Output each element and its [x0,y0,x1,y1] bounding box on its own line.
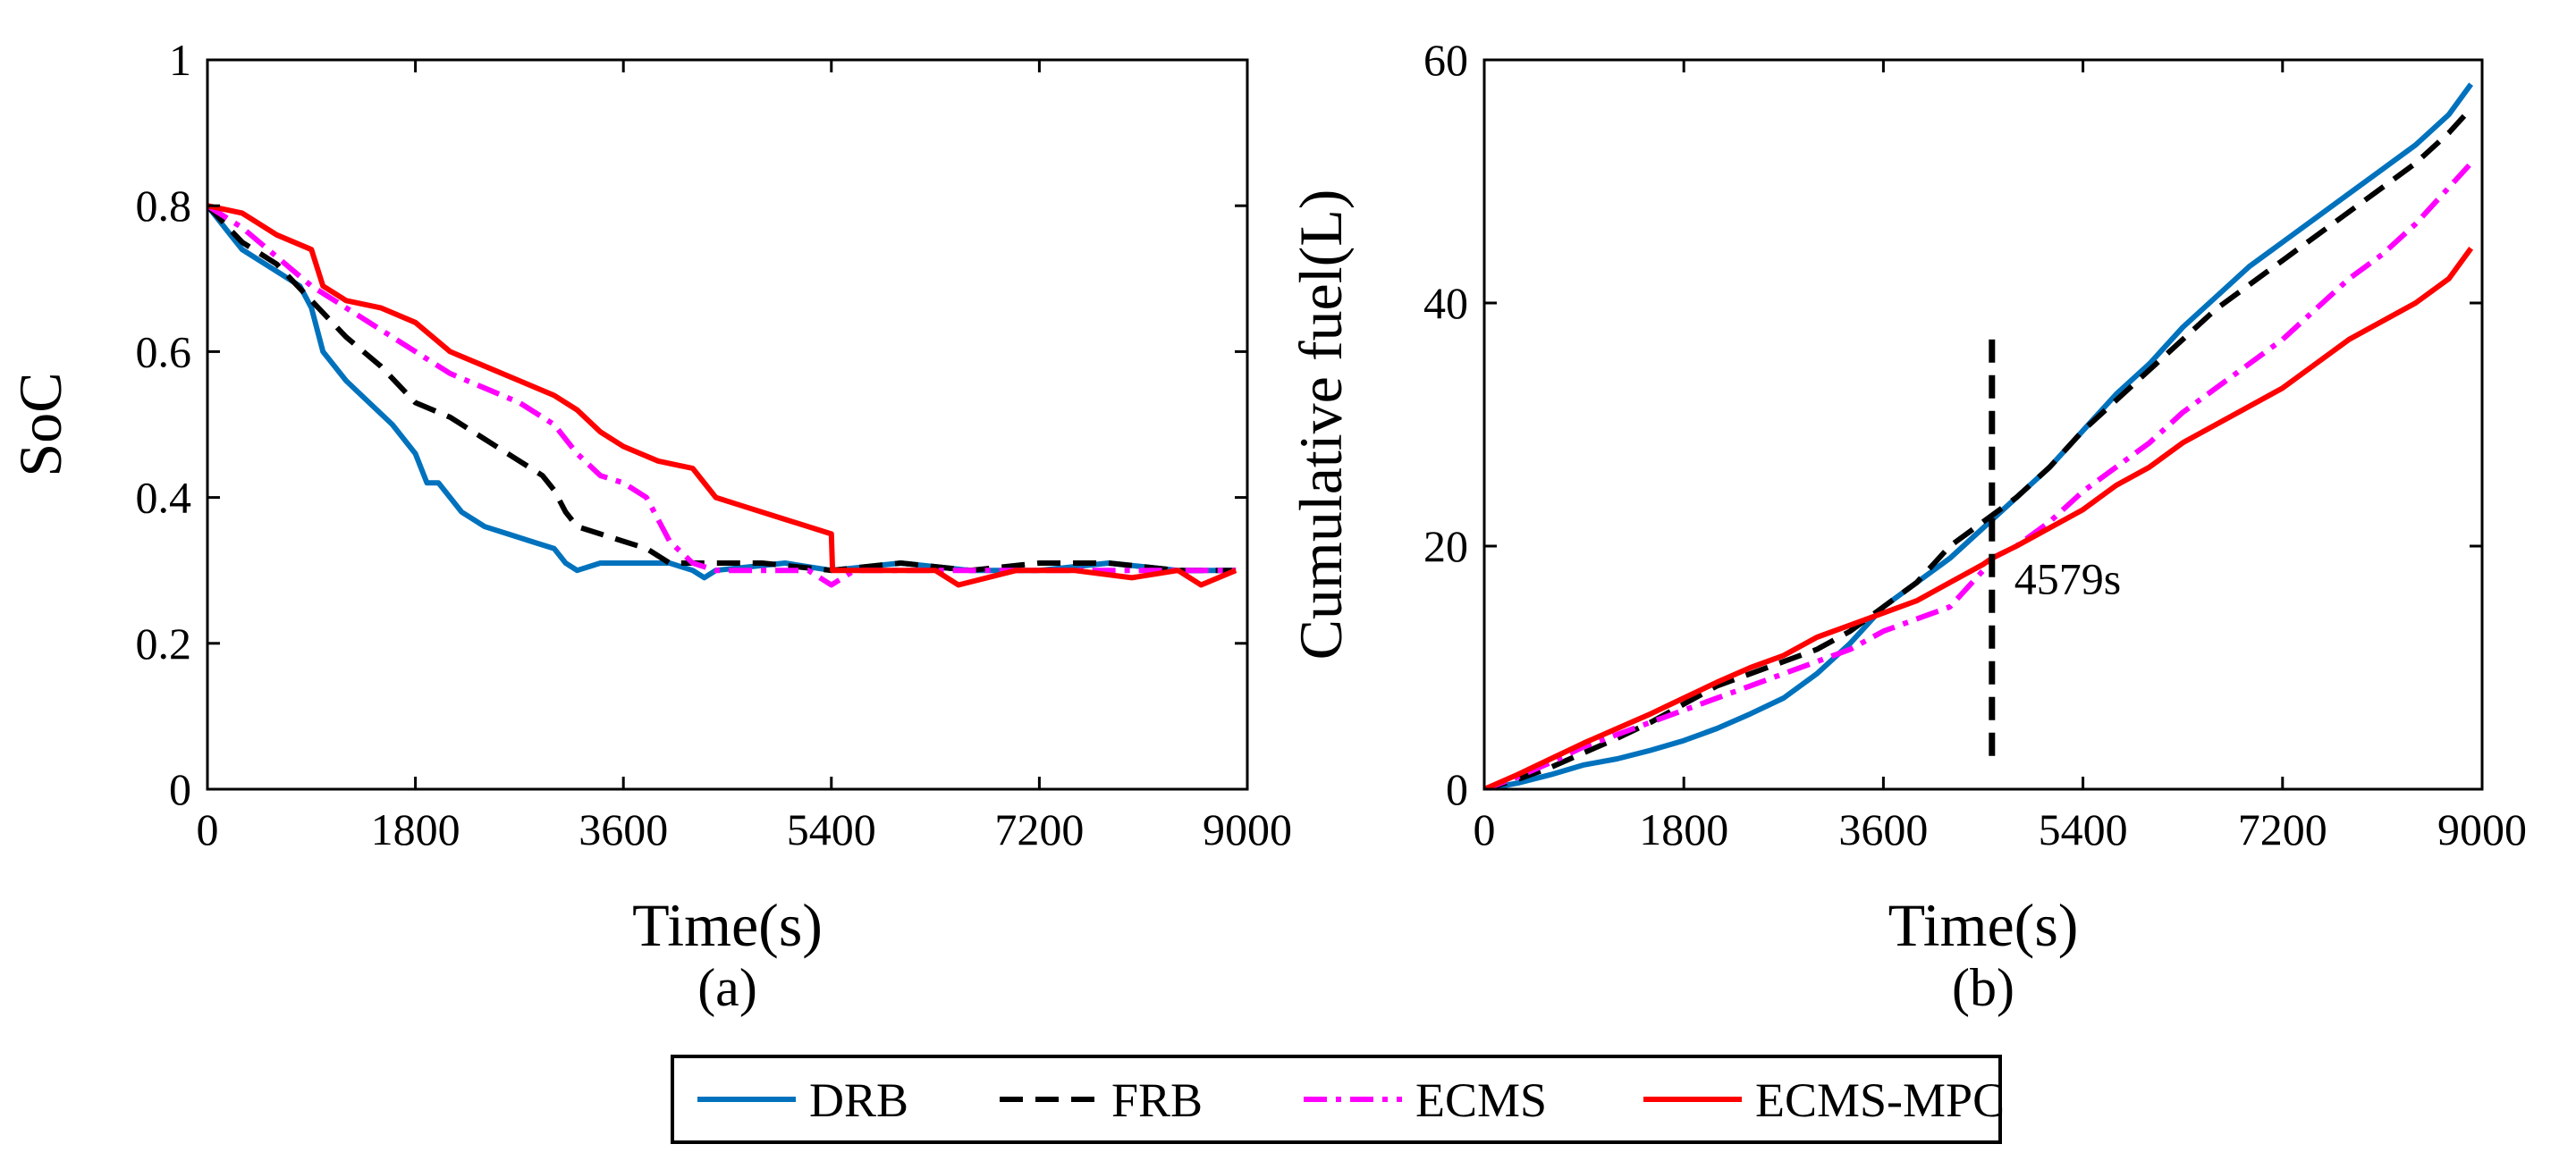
soc-x-axis-label: Time(s) [632,891,823,959]
soc-ytick-label: 1 [169,35,191,85]
fuel-series-drb [1484,82,2474,789]
fuel-x-axis-label: Time(s) [1888,891,2079,959]
fuel-caption: (b) [1952,958,2014,1017]
soc-xtick-label: 5400 [787,804,876,854]
fuel-series-frb [1484,106,2473,789]
soc-chart-panel: 0 1800 3600 5400 7200 9000 0 0.2 0.4 0.6 0.8 1 Time(… [6,35,1292,1017]
soc-caption: (a) [697,958,757,1017]
legend-label-ecms: ECMS [1415,1073,1547,1127]
soc-series-ecms-mpc [207,203,1237,588]
soc-ytick-label: 0.8 [136,181,192,231]
soc-ytick-label: 0.4 [136,473,192,523]
soc-ytick-label: 0 [169,764,191,814]
fuel-ytick-label: 0 [1446,764,1468,814]
legend: DRB FRB ECMS ECMS-MPC [671,1055,2005,1144]
soc-xtick-label: 0 [197,804,219,854]
fuel-plot-area [1484,60,2482,789]
fuel-xtick-label: 7200 [2238,804,2327,854]
soc-ytick-label: 0.2 [136,618,192,669]
fuel-y-axis-label: Cumulative fuel(L) [1287,189,1355,660]
soc-xtick-label: 9000 [1203,804,1292,854]
soc-y-axis-label: SoC [6,372,74,476]
legend-label-frb: FRB [1111,1073,1203,1127]
fuel-series-ecms [1484,161,2473,789]
soc-xtick-label: 7200 [994,804,1084,854]
fuel-ytick-label: 60 [1423,35,1468,85]
fuel-xtick-label: 0 [1474,804,1496,854]
fuel-xtick-label: 9000 [2437,804,2527,854]
soc-plot-area [207,60,1247,789]
fuel-axes-box [1482,58,2484,791]
fuel-annotation-label: 4579s [2014,554,2121,604]
soc-xtick-label: 1800 [371,804,460,854]
fuel-xtick-label: 5400 [2039,804,2128,854]
soc-xtick-label: 3600 [579,804,668,854]
legend-label-ecms-mpc: ECMS-MPC [1755,1073,2005,1127]
fuel-ytick-label: 40 [1423,278,1468,328]
fuel-xtick-label: 1800 [1639,804,1728,854]
soc-series-frb [207,204,1237,574]
fuel-chart-panel: 4579s 0 1800 3600 5400 7200 9000 0 20 40 60 Time(s)… [1287,35,2527,1017]
fuel-series-ecms-mpc [1484,247,2474,789]
legend-label-drb: DRB [809,1073,908,1127]
soc-axes-box [206,58,1249,791]
fuel-xtick-label: 3600 [1838,804,1928,854]
fuel-ytick-label: 20 [1423,521,1468,571]
soc-ytick-label: 0.6 [136,326,192,376]
